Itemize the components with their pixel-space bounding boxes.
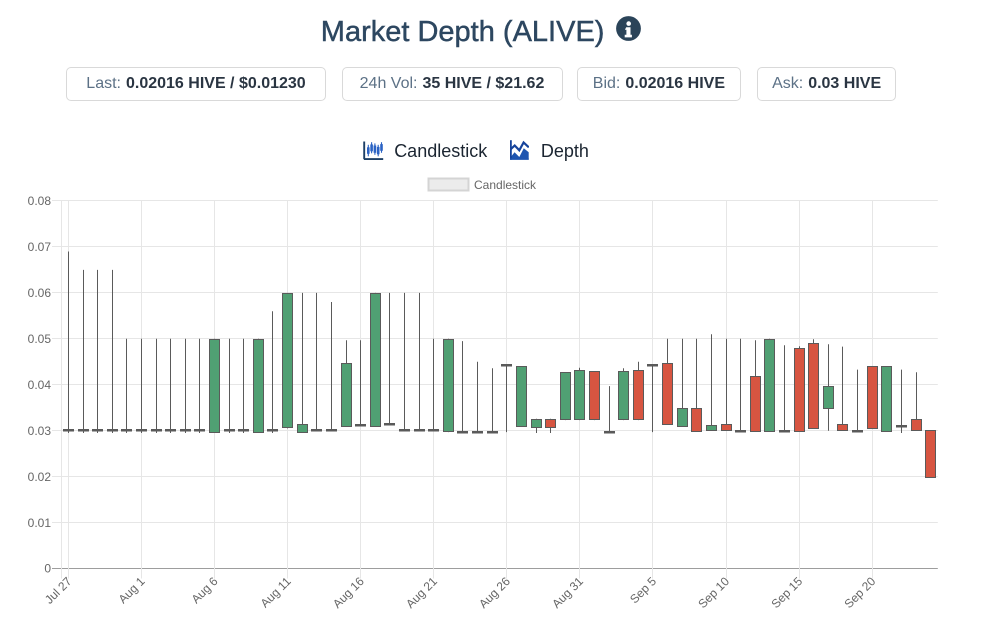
svg-text:Sep 10: Sep 10 — [695, 574, 732, 611]
svg-text:0.02: 0.02 — [28, 470, 52, 484]
svg-text:0.05: 0.05 — [28, 332, 52, 346]
svg-text:Aug 16: Aug 16 — [330, 574, 367, 611]
svg-text:Sep 20: Sep 20 — [842, 574, 879, 611]
svg-text:0.01: 0.01 — [28, 516, 52, 530]
svg-text:Aug 26: Aug 26 — [476, 574, 513, 611]
svg-text:Aug 6: Aug 6 — [189, 574, 221, 606]
svg-text:0.07: 0.07 — [28, 240, 52, 254]
svg-text:Aug 31: Aug 31 — [549, 574, 586, 611]
svg-text:0.04: 0.04 — [28, 378, 52, 392]
svg-text:Aug 1: Aug 1 — [116, 574, 148, 606]
svg-text:Candlestick: Candlestick — [474, 178, 537, 192]
svg-text:Jul 27: Jul 27 — [42, 574, 75, 607]
svg-text:Aug 11: Aug 11 — [258, 574, 294, 610]
svg-text:0: 0 — [44, 562, 51, 576]
svg-text:0.03: 0.03 — [28, 424, 52, 438]
svg-text:Sep 5: Sep 5 — [627, 574, 659, 606]
svg-text:Sep 15: Sep 15 — [768, 574, 805, 611]
svg-text:0.08: 0.08 — [28, 194, 52, 208]
svg-text:Aug 21: Aug 21 — [403, 574, 440, 611]
svg-text:0.06: 0.06 — [28, 286, 52, 300]
